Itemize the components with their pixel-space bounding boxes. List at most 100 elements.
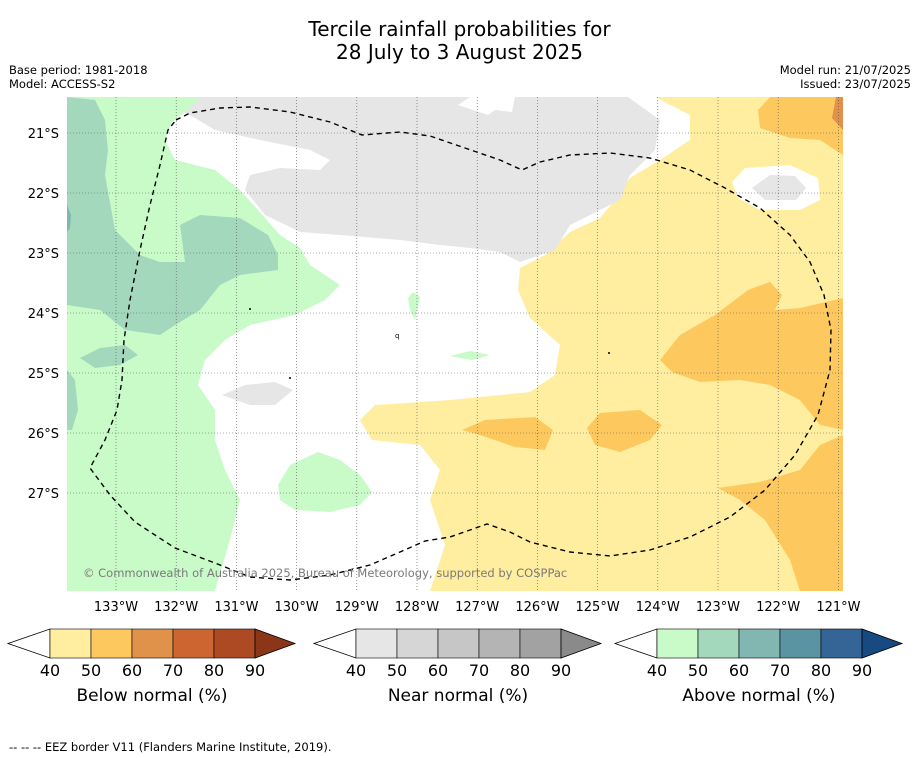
lat-label: 27°S [28,487,59,502]
model-info: Base period: 1981-2018 Model: ACCESS-S2 [9,63,148,91]
colorbar-tick-label: 80 [204,661,224,680]
near-normal-pocket [752,175,806,200]
lon-label: 131°W [214,600,258,615]
colorbar-tick-label: 90 [245,661,265,680]
lat-label: 21°S [28,127,59,142]
below-normal-colorbar: 40 50 60 70 80 90 [6,628,297,680]
colorbar-low-extend [312,628,357,659]
lon-label: 127°W [455,600,499,615]
colorbar-segment [478,628,521,659]
colorbar-tick-label: 70 [163,661,183,680]
above-normal-50-region-edge [67,370,78,430]
lon-label: 129°W [335,600,379,615]
eez-footnote: -- -- -- EEZ border V11 (Flanders Marine… [9,740,332,754]
lon-label: 130°W [275,600,319,615]
colorbar-tick-label: 40 [40,661,60,680]
map-panel: q © Commonwealth of Australia 2025, Bure… [67,97,843,591]
eez-border [89,106,832,581]
speck [608,352,610,354]
lat-label: 26°S [28,427,59,442]
colorbar-tick-label: 60 [122,661,142,680]
colorbar-segment [437,628,480,659]
colorbar-tick-label: 70 [770,661,790,680]
colorbar-tick-label: 70 [469,661,489,680]
colorbar-segment [131,628,174,659]
colorbar-tick-label: 50 [688,661,708,680]
below-normal-50-region-c1 [462,417,553,450]
model-run: Model run: 21/07/2025 [779,63,911,77]
colorbar-segment [172,628,215,659]
colorbar-tick-label: 50 [81,661,101,680]
lon-label: 124°W [636,600,680,615]
below-normal-60-region-ne [832,97,843,130]
near-normal-region-north [160,97,660,262]
issued-date: Issued: 23/07/2025 [800,77,911,91]
base-period: Base period: 1981-2018 [9,63,148,77]
near-normal-colorbar: 40 50 60 70 80 90 [312,628,603,680]
above-normal-legend-label: Above normal (%) [682,686,836,706]
longitude-labels: 133°W 132°W 131°W 130°W 129°W 128°W 127°W 126°W… [94,600,861,615]
above-normal-60-region-edge [67,205,71,232]
speck [249,308,251,310]
above-normal-50-region-west [67,97,278,335]
lon-label: 133°W [94,600,138,615]
lon-label: 121°W [816,600,860,615]
above-normal-40-region-south [278,452,372,512]
colorbar-segment [49,628,92,659]
colorbar-tick-label: 40 [346,661,366,680]
colorbar-high-extend [254,628,297,659]
copyright-notice: © Commonwealth of Australia 2025, Bureau… [83,566,567,580]
below-normal-50-region-se [718,435,843,591]
run-info: Model run: 21/07/2025 Issued: 23/07/2025 [780,63,911,91]
colorbar-tick-label: 60 [428,661,448,680]
lon-label: 128°W [395,600,439,615]
colorbar-segment [656,628,699,659]
gridlines [67,97,843,591]
colorbar-tick-label: 80 [811,661,831,680]
above-normal-40-region [67,97,340,591]
colorbar-segment [519,628,562,659]
lat-label: 23°S [28,247,59,262]
colorbar-segment [738,628,781,659]
below-normal-50-region-e [660,282,843,430]
colorbar-high-extend [560,628,603,659]
colorbar-tick-label: 50 [387,661,407,680]
colorbar-segment [697,628,740,659]
below-normal-50-region-c2 [587,410,662,452]
colorbars: 40 50 60 70 80 90 40 50 60 70 80 90 40 50 60 70 80 90 [6,628,904,680]
colorbar-segment [213,628,256,659]
colorbar-tick-label: 80 [510,661,530,680]
speck [289,377,291,379]
title-line-2: 28 July to 3 August 2025 [336,40,583,64]
near-normal-region-sw [222,382,293,405]
colorbar-high-extend [861,628,904,659]
colorbar-segment [355,628,398,659]
map-title: Tercile rainfall probabilities for 28 Ju… [0,18,919,64]
title-line-1: Tercile rainfall probabilities for [308,17,611,41]
model-name: Model: ACCESS-S2 [9,77,116,91]
colorbar-tick-label: 90 [551,661,571,680]
colorbar-segment [779,628,822,659]
latitude-labels: 21°S 22°S 23°S 24°S 25°S 26°S 27°S [28,127,59,502]
lat-label: 24°S [28,307,59,322]
colorbar-segment [90,628,133,659]
above-normal-colorbar: 40 50 60 70 80 90 [613,628,904,680]
lon-label: 123°W [696,600,740,615]
lat-label: 22°S [28,187,59,202]
above-normal-40-region-small2 [450,351,490,360]
colorbar-tick-label: 90 [852,661,872,680]
lat-label: 25°S [28,367,59,382]
colorbar-segment [820,628,863,659]
lon-label: 132°W [154,600,198,615]
colorbar-low-extend [6,628,51,659]
lon-label: 125°W [576,600,620,615]
near-normal-legend-label: Near normal (%) [387,686,529,706]
below-normal-40-region [360,97,843,591]
colorbar-tick-label: 60 [729,661,749,680]
colorbar-segment [396,628,439,659]
colorbar-low-extend [613,628,658,659]
speck-label: q [395,332,399,340]
below-normal-legend-label: Below normal (%) [76,686,228,706]
lon-label: 126°W [515,600,559,615]
